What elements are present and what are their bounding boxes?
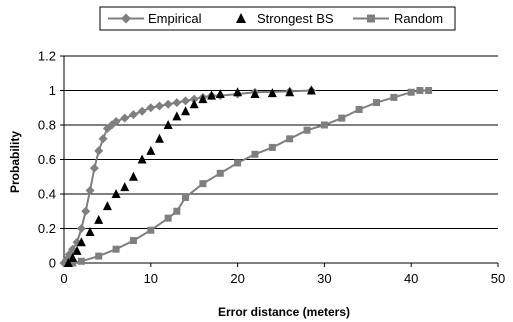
data-point-empirical-15 [128, 110, 138, 120]
data-point-random-17 [338, 114, 346, 122]
data-point-empirical-20 [172, 98, 182, 108]
y-axis-title: Probability [8, 131, 22, 193]
data-point-empirical-19 [163, 99, 173, 109]
data-point-strongest-bs-3 [76, 237, 86, 247]
legend: Empirical Strongest BS Random [99, 6, 456, 31]
y-tick-label-6: 1.2 [38, 49, 56, 64]
data-point-strongest-bs-20 [233, 87, 243, 97]
data-point-strongest-bs-13 [163, 120, 173, 129]
series-strongest-bs [63, 85, 316, 267]
data-point-strongest-bs-4 [85, 226, 95, 236]
data-point-strongest-bs-11 [146, 145, 156, 155]
x-tick-labels: 0 10 20 30 40 50 [60, 271, 505, 286]
data-point-random-13 [268, 143, 276, 151]
data-point-empirical-8 [89, 163, 99, 173]
data-point-empirical-21 [181, 96, 191, 106]
data-point-strongest-bs-7 [111, 189, 121, 198]
legend-marker-empirical [121, 13, 131, 24]
data-point-random-8 [182, 193, 190, 201]
data-point-random-22 [416, 87, 424, 94]
data-point-random-9 [199, 180, 207, 188]
data-point-strongest-bs-22 [267, 88, 277, 98]
x-tick-label-1: 10 [144, 271, 158, 286]
data-point-random-18 [355, 105, 363, 113]
legend-marker-strongest-bs [236, 13, 246, 23]
data-point-random-5 [147, 226, 155, 234]
data-point-strongest-bs-14 [172, 111, 182, 121]
axes [60, 55, 499, 267]
data-point-strongest-bs-10 [137, 154, 147, 164]
data-point-random-4 [129, 237, 137, 245]
data-point-strongest-bs-21 [250, 88, 260, 98]
data-point-random-16 [320, 121, 328, 129]
legend-label-strongest-bs: Strongest BS [257, 11, 334, 26]
y-tick-label-0: 0 [49, 256, 56, 271]
data-point-strongest-bs-5 [94, 214, 104, 224]
data-point-strongest-bs-23 [285, 87, 295, 97]
data-point-random-14 [286, 135, 294, 143]
y-tick-label-3: 0.6 [38, 152, 56, 167]
data-point-random-12 [251, 150, 259, 158]
data-point-strongest-bs-1 [68, 252, 78, 262]
data-point-strongest-bs-18 [207, 90, 217, 100]
data-point-empirical-17 [146, 103, 156, 113]
data-point-random-11 [234, 159, 242, 167]
data-point-strongest-bs-15 [181, 106, 191, 116]
data-point-random-1 [77, 257, 85, 265]
y-tick-labels: 0 0.2 0.4 0.6 0.8 1 1.2 [38, 49, 56, 271]
data-point-strongest-bs-0 [63, 258, 73, 267]
y-tick-label-4: 0.8 [38, 118, 56, 133]
series-random [69, 87, 433, 267]
x-tick-label-3: 30 [317, 271, 331, 286]
x-tick-label-5: 50 [491, 271, 505, 286]
legend-label-empirical: Empirical [148, 11, 202, 26]
legend-box [99, 6, 456, 31]
data-point-strongest-bs-8 [120, 182, 130, 192]
y-tick-label-5: 1 [49, 83, 56, 98]
data-point-empirical-5 [76, 224, 86, 233]
series-line-empirical [63, 89, 312, 264]
data-point-empirical-22 [189, 94, 199, 104]
x-tick-label-0: 0 [60, 271, 67, 286]
data-point-empirical-13 [111, 117, 121, 127]
data-point-random-15 [303, 126, 311, 134]
data-point-empirical-6 [81, 206, 91, 216]
data-point-empirical-16 [137, 106, 147, 116]
data-point-random-2 [95, 252, 103, 260]
legend-marker-random [367, 14, 375, 23]
data-point-strongest-bs-24 [306, 85, 316, 95]
data-point-random-0 [69, 259, 77, 267]
data-point-random-21 [407, 88, 415, 96]
data-point-strongest-bs-16 [189, 99, 199, 109]
data-point-random-3 [112, 245, 120, 253]
data-point-random-10 [216, 169, 224, 177]
x-tick-label-4: 40 [404, 271, 418, 286]
data-point-random-19 [372, 99, 380, 107]
data-point-strongest-bs-12 [154, 133, 164, 143]
data-point-random-23 [425, 87, 433, 94]
data-point-strongest-bs-2 [72, 245, 82, 255]
data-point-random-6 [164, 214, 172, 222]
legend-label-random: Random [394, 11, 443, 26]
data-point-strongest-bs-6 [102, 201, 112, 211]
data-point-random-20 [390, 93, 398, 101]
y-tick-label-2: 0.4 [38, 187, 56, 202]
data-point-strongest-bs-17 [198, 94, 208, 104]
data-point-strongest-bs-9 [128, 171, 138, 181]
data-point-empirical-18 [154, 101, 164, 111]
x-axis-title: Error distance (meters) [218, 305, 350, 319]
data-point-empirical-14 [120, 113, 130, 123]
y-tick-label-1: 0.2 [38, 221, 56, 236]
x-tick-label-2: 20 [230, 271, 244, 286]
data-point-random-7 [173, 207, 181, 215]
data-point-empirical-10 [98, 134, 108, 144]
data-point-empirical-9 [94, 146, 104, 156]
data-point-strongest-bs-19 [215, 88, 225, 98]
data-point-empirical-7 [85, 186, 95, 196]
